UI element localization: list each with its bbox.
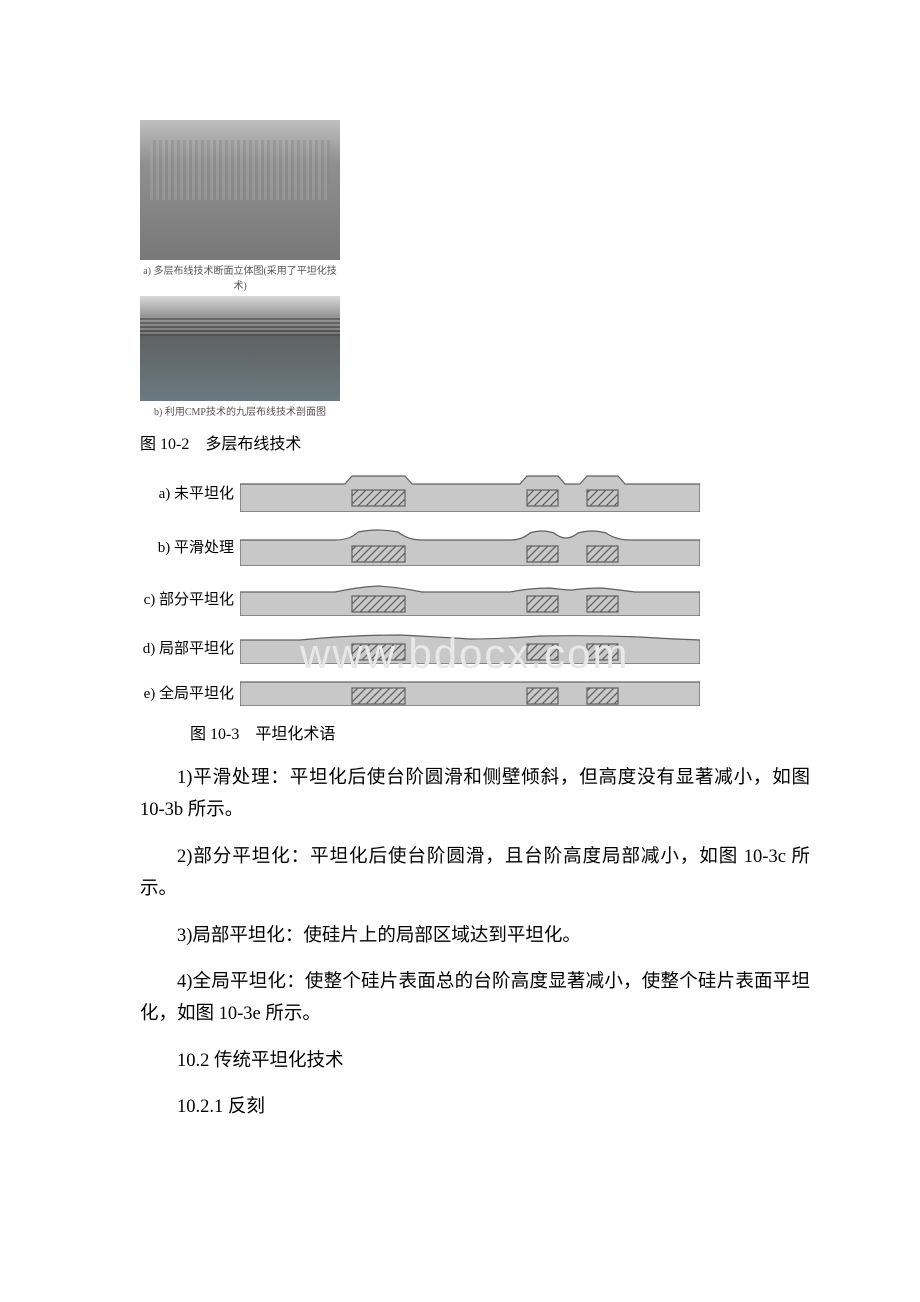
diagram-svg-d — [240, 630, 700, 664]
diagram-row-c: c) 部分平坦化 — [140, 580, 700, 616]
paragraph-3: 3)局部平坦化：使硅片上的局部区域达到平坦化。 — [140, 920, 810, 952]
diagram-10-3: a) 未平坦化 b) 平滑处理 c) 部分平坦化 — [140, 472, 700, 706]
paragraph-2: 2)部分平坦化：平坦化后使台阶圆滑，且台阶高度局部减小，如图 10-3c 所示。 — [140, 841, 810, 906]
paragraph-1: 1)平滑处理：平坦化后使台阶圆滑和侧壁倾斜，但高度没有显著减小，如图 10-3b… — [140, 762, 810, 827]
diagram-label-d: d) 局部平坦化 — [140, 637, 240, 658]
fig3-title: 平坦化术语 — [239, 726, 335, 743]
diagram-row-e: e) 全局平坦化 — [140, 678, 700, 706]
fig3-num: 10-3 — [210, 726, 239, 743]
section-10-2-1: 10.2.1 反刻 — [140, 1091, 810, 1123]
diagram-label-a: a) 未平坦化 — [140, 482, 240, 503]
section-10-2: 10.2 传统平坦化技术 — [140, 1045, 810, 1077]
diagram-svg-b — [240, 526, 700, 566]
figure-10-2-label: 图 10-2 多层布线技术 — [140, 430, 810, 454]
sem-caption-b: b) 利用CMP技术的九层布线技术剖面图 — [140, 403, 340, 418]
fig3-prefix: 图 — [190, 726, 210, 743]
figure-10-3-label: 图 10-3 平坦化术语 — [190, 720, 810, 744]
diagram-svg-a — [240, 472, 700, 512]
sem-caption-a: a) 多层布线技术断面立体图(采用了平坦化技术) — [140, 262, 340, 292]
diagram-row-a: a) 未平坦化 — [140, 472, 700, 512]
diagram-label-b: b) 平滑处理 — [140, 536, 240, 557]
diagram-row-b: b) 平滑处理 — [140, 526, 700, 566]
diagram-label-e: e) 全局平坦化 — [140, 682, 240, 703]
diagram-svg-e — [240, 678, 700, 706]
sem-image-top — [140, 120, 340, 260]
diagram-label-c: c) 部分平坦化 — [140, 588, 240, 609]
fig-title: 多层布线技术 — [189, 436, 301, 453]
fig-num: 10-2 — [160, 436, 189, 453]
diagram-row-d: d) 局部平坦化 — [140, 630, 700, 664]
paragraph-4: 4)全局平坦化：使整个硅片表面总的台阶高度显著减小，使整个硅片表面平坦化，如图 … — [140, 966, 810, 1031]
diagram-svg-c — [240, 580, 700, 616]
sem-image-block: a) 多层布线技术断面立体图(采用了平坦化技术) b) 利用CMP技术的九层布线… — [140, 120, 810, 418]
sem-image-bottom — [140, 296, 340, 401]
fig-prefix: 图 — [140, 436, 160, 453]
